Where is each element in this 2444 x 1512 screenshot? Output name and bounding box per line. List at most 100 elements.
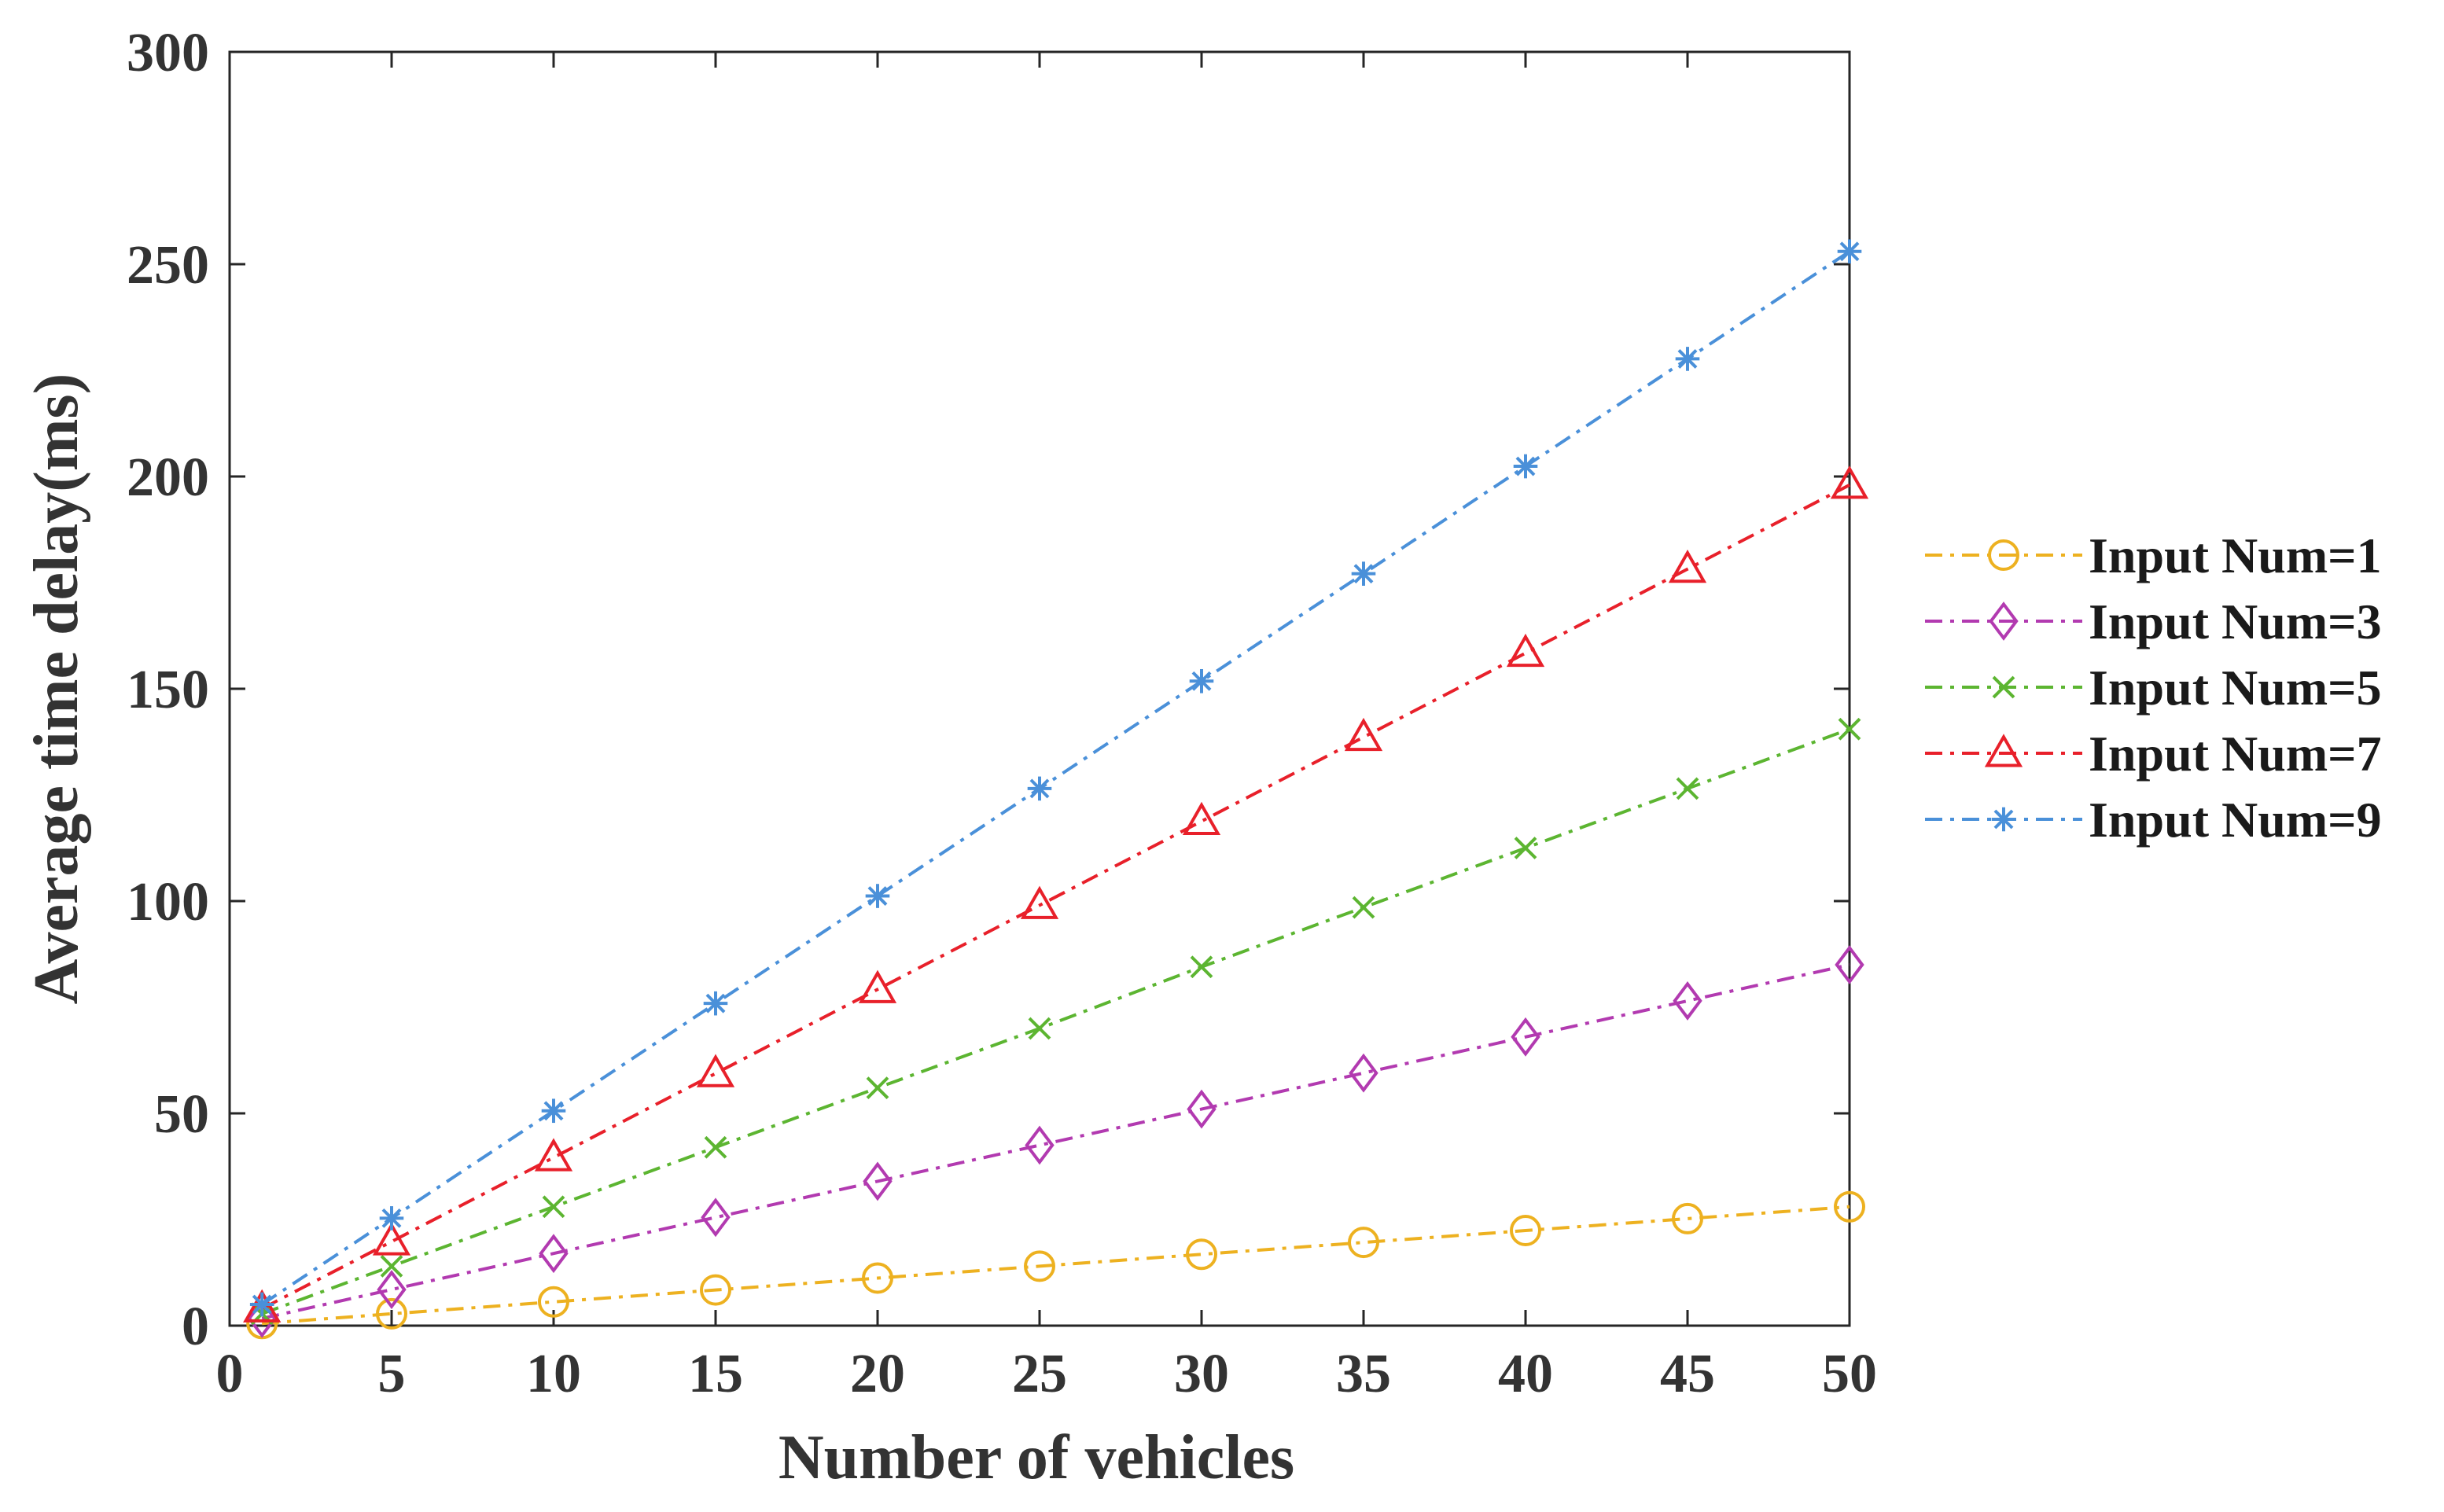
y-tick-label: 150 [127,660,209,720]
data-point [1189,668,1214,693]
legend-label: Input Num=7 [2089,726,2382,782]
x-marker-stroke [1190,955,1213,979]
data-point [541,1098,566,1124]
data-point [1514,837,1537,859]
data-point [1352,896,1375,919]
asterisk-marker-stroke [543,1101,564,1121]
x-marker-stroke [1838,717,1861,741]
x-tick-label: 5 [378,1344,406,1404]
triangle-marker-shape [1668,549,1707,583]
y-tick-label: 200 [127,447,209,508]
x-marker-stroke [1514,837,1537,859]
data-point [539,1234,569,1274]
asterisk-marker-stroke [1993,809,2014,830]
asterisk-marker-stroke [1029,778,1050,799]
series-4 [243,465,1869,1323]
data-point [1673,980,1702,1021]
x-tick-label: 20 [850,1344,905,1404]
diamond-marker-shape [1025,1125,1055,1165]
data-point [1506,633,1545,668]
y-tick-label: 250 [127,235,209,296]
data-point [1028,1017,1051,1040]
diamond-marker-shape [539,1234,569,1274]
legend-marker [1992,675,2015,699]
triangle-marker-shape [243,1289,282,1323]
diamond-marker-shape [1349,1053,1378,1093]
data-point [379,1206,404,1231]
asterisk-marker-stroke [252,1294,272,1315]
legend-item: Input Num=7 [1925,726,2382,782]
circle-marker-shape [1510,1215,1541,1247]
diamond-marker-shape [1989,601,2019,641]
data-point [1027,776,1052,801]
data-point [863,1161,893,1201]
y-axis-title: Average time delay(ms) [22,373,91,1005]
asterisk-marker-stroke [1515,456,1536,476]
diamond-marker-shape [701,1197,731,1238]
data-point [376,1297,407,1330]
data-point [534,1138,573,1172]
series-line [262,1205,1850,1326]
legend: Input Num=1 Input Num=3 Input Num=5 Input N… [1925,528,2382,848]
triangle-marker-shape [1182,801,1221,836]
circle-marker-shape [700,1274,731,1306]
x-tick-label: 10 [526,1344,581,1404]
y-tick-label: 100 [127,872,209,933]
series-1 [246,1190,1865,1340]
data-point [1513,454,1538,479]
legend-marker [1991,807,2016,832]
series-5 [249,239,1862,1317]
circle-marker-shape [1672,1202,1703,1234]
asterisk-marker-stroke [381,1208,402,1228]
data-point [1837,239,1862,264]
diamond-marker-shape [1673,980,1702,1021]
data-point [866,1076,889,1099]
diamond-marker-shape [377,1270,407,1310]
legend-item: Input Num=5 [1925,660,2382,716]
data-point [1020,885,1059,919]
circle-marker-shape [376,1297,407,1330]
x-marker-stroke [704,1135,727,1159]
series-layer [243,239,1869,1340]
data-point [1668,549,1707,583]
data-point [1672,1202,1703,1234]
x-tick-label: 45 [1660,1344,1715,1404]
data-point [1834,1190,1865,1223]
asterisk-marker-stroke [867,886,888,906]
data-point [1186,1238,1217,1271]
asterisk-marker-stroke [1839,241,1860,262]
triangle-marker-shape [372,1222,411,1256]
data-point [1510,1215,1541,1247]
x-marker-stroke [542,1195,565,1219]
legend-marker [1989,601,2019,641]
data-point [1187,1089,1216,1129]
data-point [1838,717,1861,741]
data-point [1344,717,1383,752]
legend-label: Input Num=5 [2089,660,2382,716]
asterisk-marker-stroke [1677,348,1698,369]
triangle-marker-shape [1506,633,1545,668]
data-point [1349,1053,1378,1093]
y-tick-label: 0 [182,1297,209,1357]
legend-label: Input Num=1 [2089,528,2382,583]
triangle-marker-shape [696,1054,735,1087]
triangle-marker-shape [1830,465,1869,499]
data-point [372,1222,411,1256]
axis-ticks: 0 5 10 15 20 25 30 35 40 45 50 0 50 100 150 200 250 300 [127,23,1877,1404]
x-marker-stroke [1992,675,2015,699]
data-point [858,969,897,1003]
data-point [701,1197,731,1238]
data-point [243,1289,282,1323]
circle-marker-shape [1834,1190,1865,1223]
triangle-marker-shape [534,1138,573,1172]
data-point [1025,1125,1055,1165]
legend-label: Input Num=3 [2089,594,2382,649]
x-tick-label: 25 [1012,1344,1067,1404]
data-point [703,991,728,1016]
data-point [1190,955,1213,979]
data-point [1675,347,1700,371]
x-tick-label: 15 [688,1344,743,1404]
triangle-marker-shape [1020,885,1059,919]
